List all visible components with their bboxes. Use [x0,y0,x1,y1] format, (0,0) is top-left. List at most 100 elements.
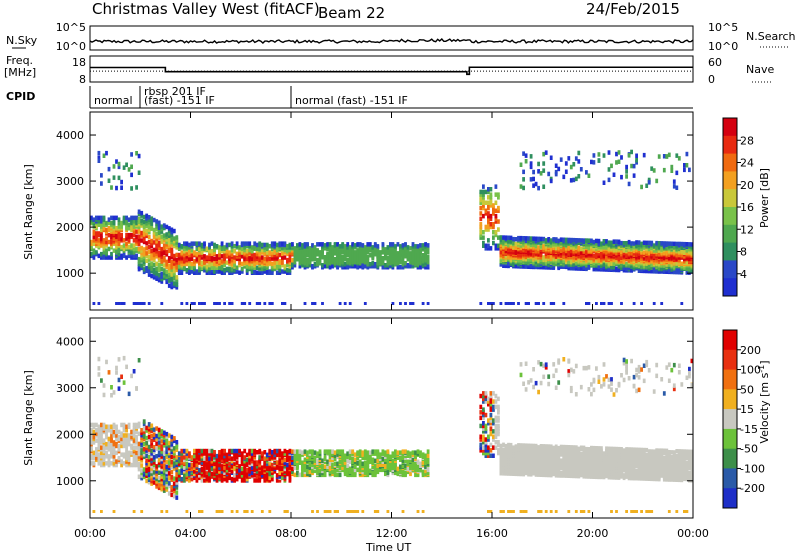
heat-cell [612,260,616,265]
heat-cell [233,259,236,264]
heat-cell [162,225,166,231]
heat-cell [569,259,573,265]
heat-cell [137,474,141,479]
heat-cell [167,271,171,276]
heat-cell [602,180,606,185]
heat-cell [150,466,154,471]
heat-cell [522,236,525,241]
frequency-series [90,66,693,76]
heat-cell [225,266,229,272]
heat-cell [484,200,488,205]
heat-cell [167,471,171,476]
heat-cell [311,467,314,473]
heat-cell [130,172,133,178]
heat-cell [137,441,141,447]
heat-cell [409,264,412,269]
heat-cell [120,452,123,457]
heat-cell [655,269,659,274]
heat-cell [253,241,257,246]
heat-cell [203,246,206,251]
heat-cell [107,454,111,459]
heat-cell [180,255,184,260]
heat-cell [426,255,430,260]
heat-cell [157,427,161,433]
heat-cell [183,457,186,463]
heat-cell [253,448,257,454]
heat-cell [107,436,111,442]
heat-cell [140,218,144,223]
heat-cell [255,245,259,250]
heat-cell [677,270,681,275]
heat-cell [605,253,608,259]
heat-cell [132,445,136,450]
heat-cell [567,259,571,265]
heat-cell [160,276,164,282]
heat-cell [92,248,96,253]
heat-cell [190,241,194,246]
heat-cell [140,220,144,226]
heat-cell [170,274,174,280]
heat-cell [577,159,581,164]
heat-cell [487,238,490,243]
heat-cell [323,264,327,269]
heat-cell [328,265,332,270]
heat-cell [157,432,161,438]
heat-cell [235,448,239,454]
heat-cell [107,424,111,429]
heat-cell [225,456,229,461]
heat-cell [155,466,159,472]
heat-cell [494,192,498,197]
heat-cell [140,223,144,228]
heat-cell [534,247,538,253]
heat-cell [283,269,287,274]
heat-cell [414,262,417,267]
heat-cell [110,215,113,221]
heat-cell [235,268,239,273]
heat-cell [421,243,425,248]
heat-cell [233,262,236,268]
heat-cell [311,462,314,467]
heat-cell [135,234,138,240]
heat-cell [233,453,236,459]
heat-cell [286,257,289,263]
heat-cell [200,265,204,270]
heat-cell [278,259,282,264]
heat-cell [160,249,164,254]
heat-cell [213,242,216,248]
heat-cell [527,257,530,262]
heat-cell [268,269,272,274]
heat-cell [524,302,528,305]
heat-cell [318,472,322,478]
heat-cell [145,453,149,458]
heat-cell [270,473,274,478]
heat-cell [127,232,131,238]
heat-cell [162,270,166,276]
heat-cell [157,245,161,250]
heat-cell [110,385,113,390]
heat-cell [170,264,174,270]
heat-cell [130,152,133,157]
heat-cell [175,260,179,265]
heat-cell [157,258,161,263]
heat-cell [188,245,191,250]
heat-cell [672,247,676,253]
heat-cell [127,422,131,428]
heat-cell [683,249,686,254]
heat-cell [183,471,186,477]
heat-cell [497,227,500,232]
heat-cell [147,434,151,440]
heat-cell [150,456,154,461]
heat-cell [225,478,229,483]
heat-cell [167,228,171,234]
heat-cell [170,262,174,267]
heat-cell [484,208,488,213]
heat-cell [117,255,121,260]
heat-cell [137,264,141,269]
heat-cell [336,261,339,266]
heat-cell [680,263,684,269]
heat-cell [155,441,159,446]
heat-cell [268,471,272,477]
heat-cell [421,256,425,261]
heat-cell [667,152,671,158]
heat-cell [482,205,485,211]
